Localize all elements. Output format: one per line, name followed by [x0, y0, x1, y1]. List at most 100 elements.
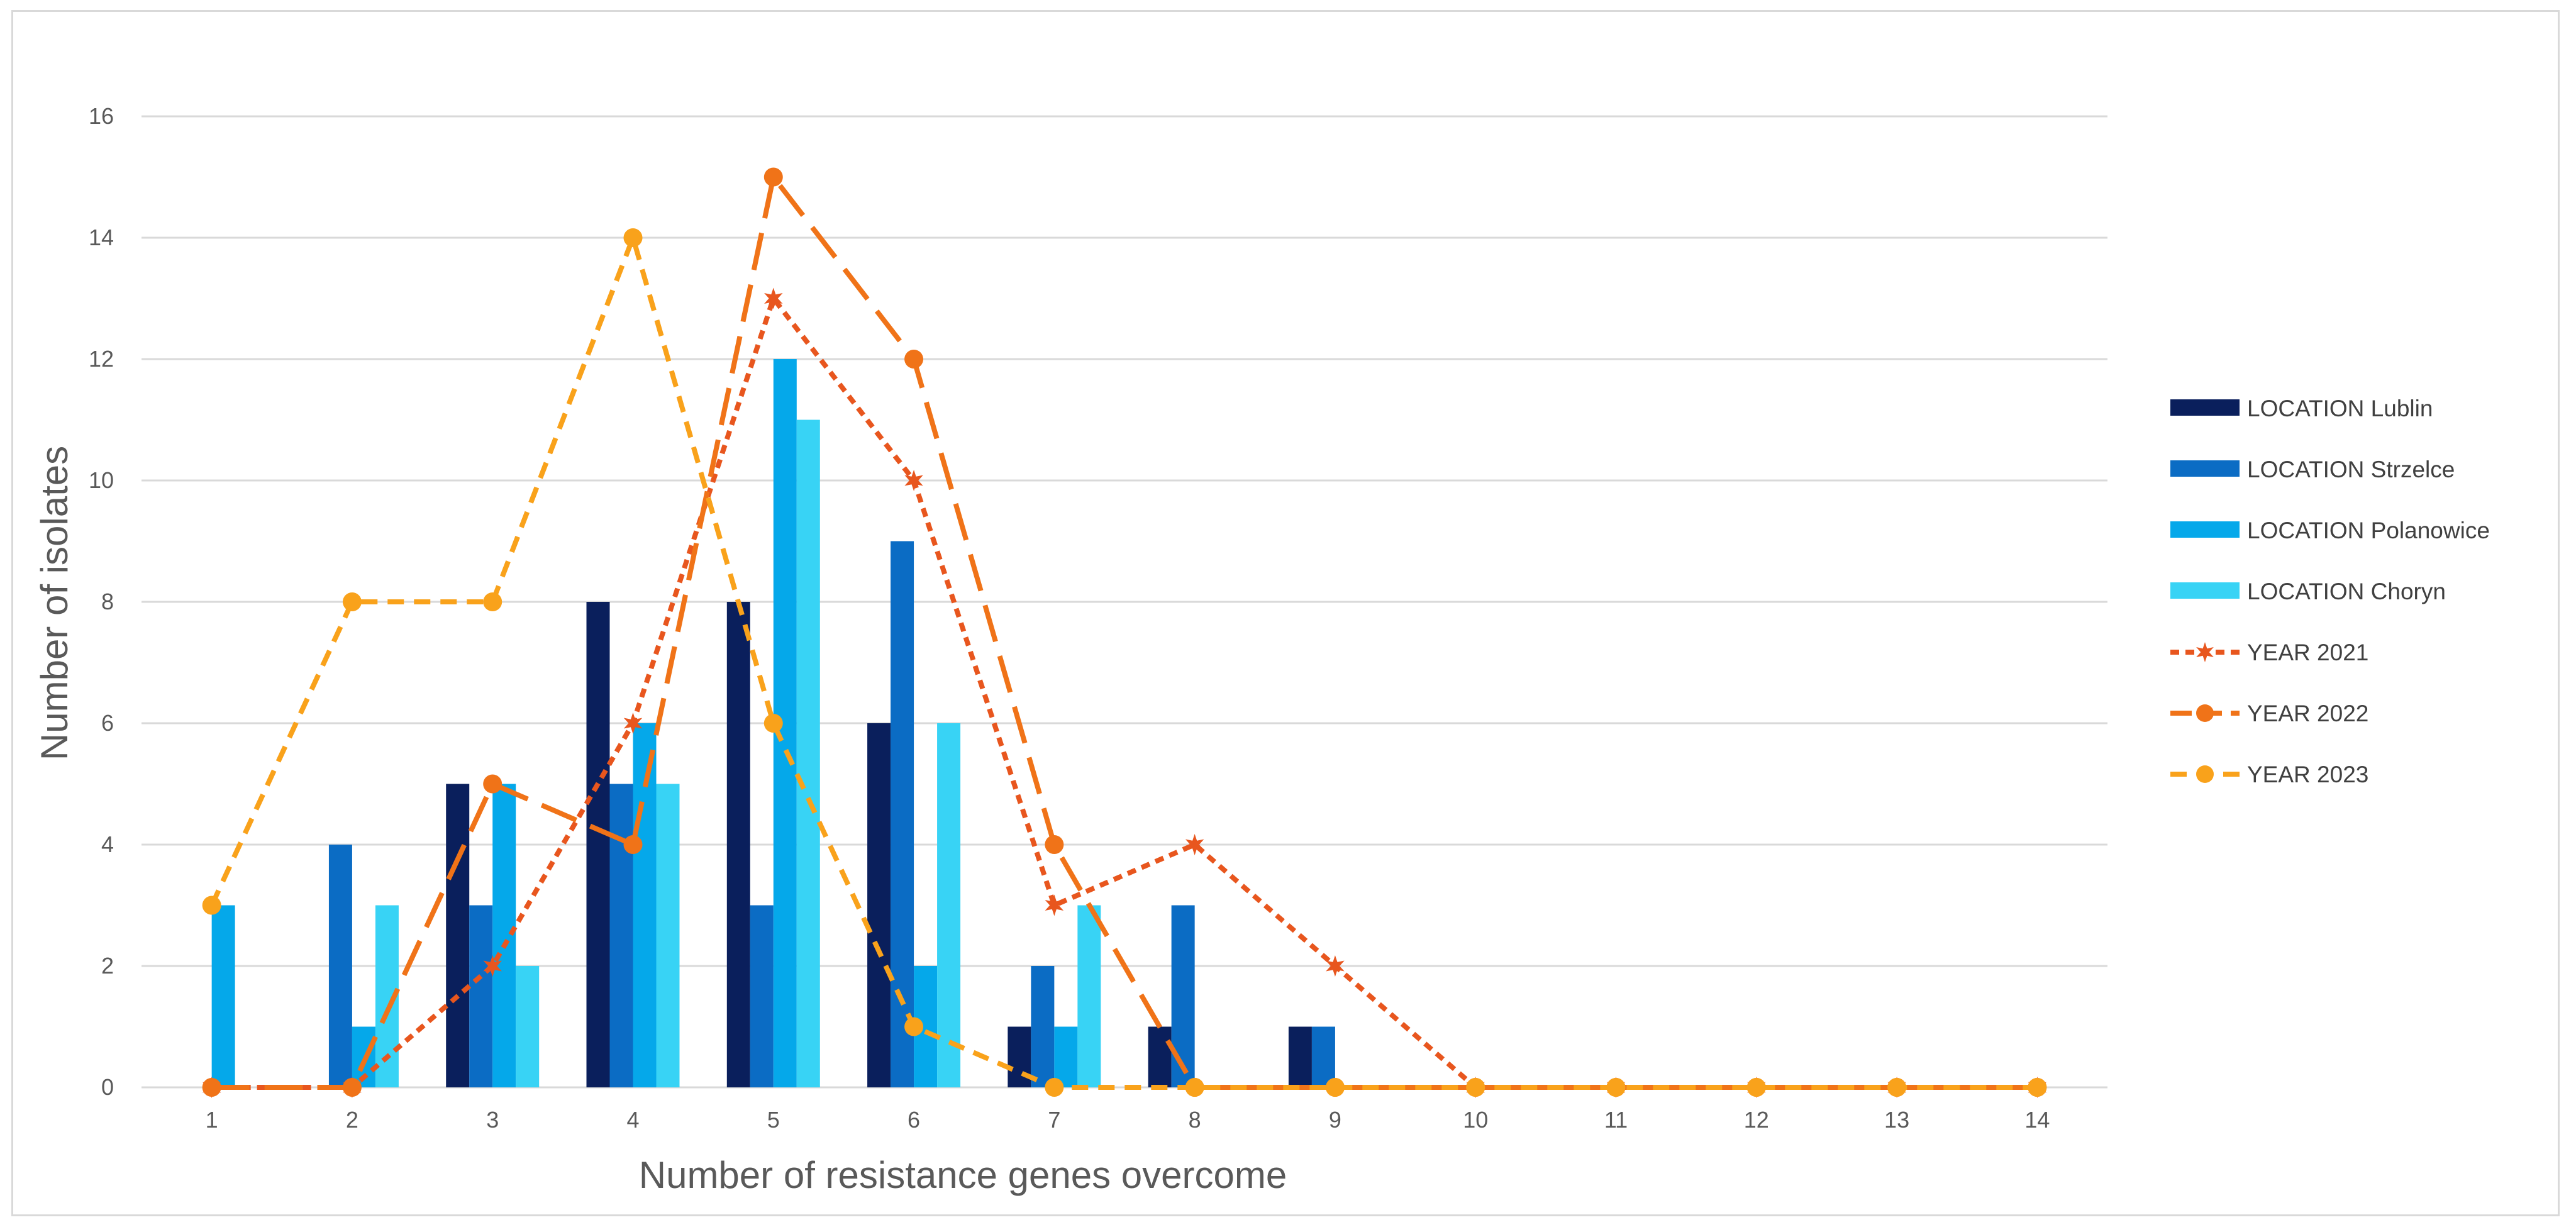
bar-series	[446, 602, 1312, 1087]
legend-item: LOCATION Strzelce	[2170, 457, 2455, 482]
chart-frame: 0 2 4 6 8 10 12 14 16 1 2 3 4 5 6 7 8 9 10 11 12 13 14 Number…	[11, 10, 2560, 1216]
data-point	[1326, 955, 1345, 977]
x-tick-label: 3	[486, 1107, 499, 1133]
data-point	[623, 835, 643, 854]
x-tick-label: 7	[1048, 1107, 1060, 1133]
data-point	[904, 470, 923, 491]
bar-series	[375, 419, 1101, 1087]
bar	[1148, 1026, 1172, 1087]
data-point	[1185, 1078, 1204, 1097]
legend-marker	[2196, 765, 2214, 783]
bar	[867, 723, 891, 1087]
x-tick-label: 12	[1744, 1107, 1769, 1133]
gridlines	[142, 115, 2107, 1089]
data-point	[483, 774, 502, 794]
data-point	[1466, 1078, 1485, 1097]
legend-item: LOCATION Choryn	[2170, 579, 2446, 604]
y-tick-label: 4	[101, 831, 114, 857]
bar	[1288, 1026, 1312, 1087]
legend-label: LOCATION Strzelce	[2247, 457, 2455, 482]
data-point	[1606, 1078, 1626, 1097]
data-point	[623, 228, 643, 247]
bar	[656, 784, 680, 1087]
y-tick-label: 0	[101, 1074, 114, 1100]
bar	[211, 905, 235, 1087]
bar	[469, 905, 493, 1087]
data-point	[1887, 1078, 1907, 1097]
y-tick-label: 8	[101, 589, 114, 614]
y-tick-label: 14	[89, 225, 114, 250]
legend-label: LOCATION Choryn	[2247, 579, 2446, 604]
x-tick-label: 11	[1604, 1107, 1628, 1133]
y-tick-label: 6	[101, 710, 114, 736]
bar	[586, 602, 610, 1087]
data-point	[483, 955, 502, 977]
legend-label: LOCATION Polanowice	[2247, 518, 2490, 543]
bar	[937, 723, 961, 1087]
legend-label: LOCATION Lublin	[2247, 396, 2433, 421]
data-point	[904, 1017, 924, 1036]
data-point	[1325, 1078, 1345, 1097]
legend-swatch	[2170, 399, 2240, 416]
bar	[726, 602, 750, 1087]
legend-label: YEAR 2023	[2247, 762, 2368, 787]
x-tick-labels: 1 2 3 4 5 6 7 8 9 10 11 12 13 14	[206, 1107, 2050, 1133]
y-tick-label: 16	[89, 103, 114, 129]
data-point	[202, 896, 221, 915]
bar	[328, 845, 352, 1087]
legend-label: YEAR 2021	[2247, 640, 2368, 665]
legend-item: YEAR 2022	[2170, 701, 2368, 726]
data-point	[1185, 834, 1204, 855]
legend-item: YEAR 2021	[2170, 640, 2368, 665]
bar	[891, 541, 914, 1087]
legend-label: YEAR 2022	[2247, 701, 2368, 726]
data-point	[202, 1078, 221, 1097]
x-tick-label: 1	[206, 1107, 218, 1133]
bar	[609, 784, 633, 1087]
bar-series	[211, 359, 1078, 1087]
data-point	[1045, 894, 1064, 916]
legend-item: LOCATION Lublin	[2170, 396, 2433, 421]
line-series	[202, 228, 2047, 1097]
data-point	[1045, 835, 1064, 854]
y-tick-label: 2	[101, 953, 114, 979]
legend-marker	[2196, 642, 2214, 662]
y-tick-labels: 0 2 4 6 8 10 12 14 16	[89, 103, 114, 1100]
bar	[1171, 905, 1195, 1087]
bar	[492, 784, 516, 1087]
data-point	[763, 167, 783, 187]
bar	[1311, 1026, 1335, 1087]
bar	[796, 419, 820, 1087]
bar	[516, 966, 540, 1087]
data-point	[342, 592, 362, 611]
x-tick-label: 13	[1884, 1107, 1909, 1133]
data-point	[904, 350, 924, 369]
legend-marker	[2196, 704, 2214, 722]
y-tick-label: 12	[89, 346, 114, 372]
x-tick-label: 2	[346, 1107, 358, 1133]
legend-item: YEAR 2023	[2170, 762, 2368, 787]
line-series-group	[202, 167, 2047, 1098]
data-point	[1045, 1078, 1064, 1097]
data-point	[342, 1078, 362, 1097]
bar	[1054, 1026, 1078, 1087]
bar	[1077, 905, 1101, 1087]
legend-item: LOCATION Polanowice	[2170, 518, 2490, 543]
series-line	[209, 235, 2038, 1090]
data-point	[483, 592, 502, 611]
x-axis-title: Number of resistance genes overcome	[639, 1154, 1287, 1196]
y-tick-label: 10	[89, 467, 114, 493]
x-tick-label: 9	[1329, 1107, 1341, 1133]
x-tick-label: 6	[908, 1107, 920, 1133]
legend-swatch	[2170, 582, 2240, 599]
data-point	[763, 714, 783, 733]
legend: LOCATION Lublin LOCATION Strzelce LOCATION…	[2170, 396, 2490, 787]
x-tick-label: 10	[1463, 1107, 1488, 1133]
legend-swatch	[2170, 521, 2240, 538]
x-tick-label: 5	[767, 1107, 780, 1133]
line-series	[202, 287, 2047, 1098]
data-point	[764, 287, 783, 309]
y-axis-title: Number of isolates	[33, 446, 75, 760]
legend-swatch	[2170, 460, 2240, 477]
